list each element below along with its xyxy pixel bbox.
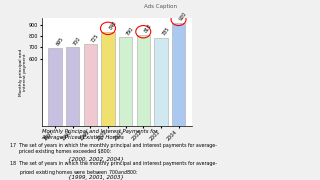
Bar [48,48,62,126]
Bar [154,38,168,126]
Bar [172,22,185,126]
Bar [101,31,115,126]
Text: {2000, 2002, 2004}: {2000, 2002, 2004} [68,158,124,163]
Bar [66,47,79,126]
Text: 17  The set of years in which the monthly principal and interest payments for av: 17 The set of years in which the monthly… [10,143,217,154]
Text: 810: 810 [143,23,153,34]
Y-axis label: Monthly principal and
interest payment: Monthly principal and interest payment [19,48,28,96]
Text: Monthly Principal and Interest Payments for
Average-Priced Existing Homes: Monthly Principal and Interest Payments … [42,129,157,140]
Text: 790: 790 [126,26,135,36]
Text: 695: 695 [55,37,64,47]
Bar [119,37,132,126]
Text: Ads Caption: Ads Caption [143,4,177,9]
Text: 840: 840 [108,20,117,31]
Text: {1999, 2001, 2003}: {1999, 2001, 2003} [68,176,124,180]
Bar [84,44,97,126]
Text: 725: 725 [90,33,100,44]
Text: 785: 785 [161,26,170,37]
Bar [137,35,150,126]
Text: 700: 700 [73,36,82,46]
Text: 920: 920 [179,11,188,22]
Text: 18  The set of years in which the monthly principal and interest payments for av: 18 The set of years in which the monthly… [10,161,217,177]
